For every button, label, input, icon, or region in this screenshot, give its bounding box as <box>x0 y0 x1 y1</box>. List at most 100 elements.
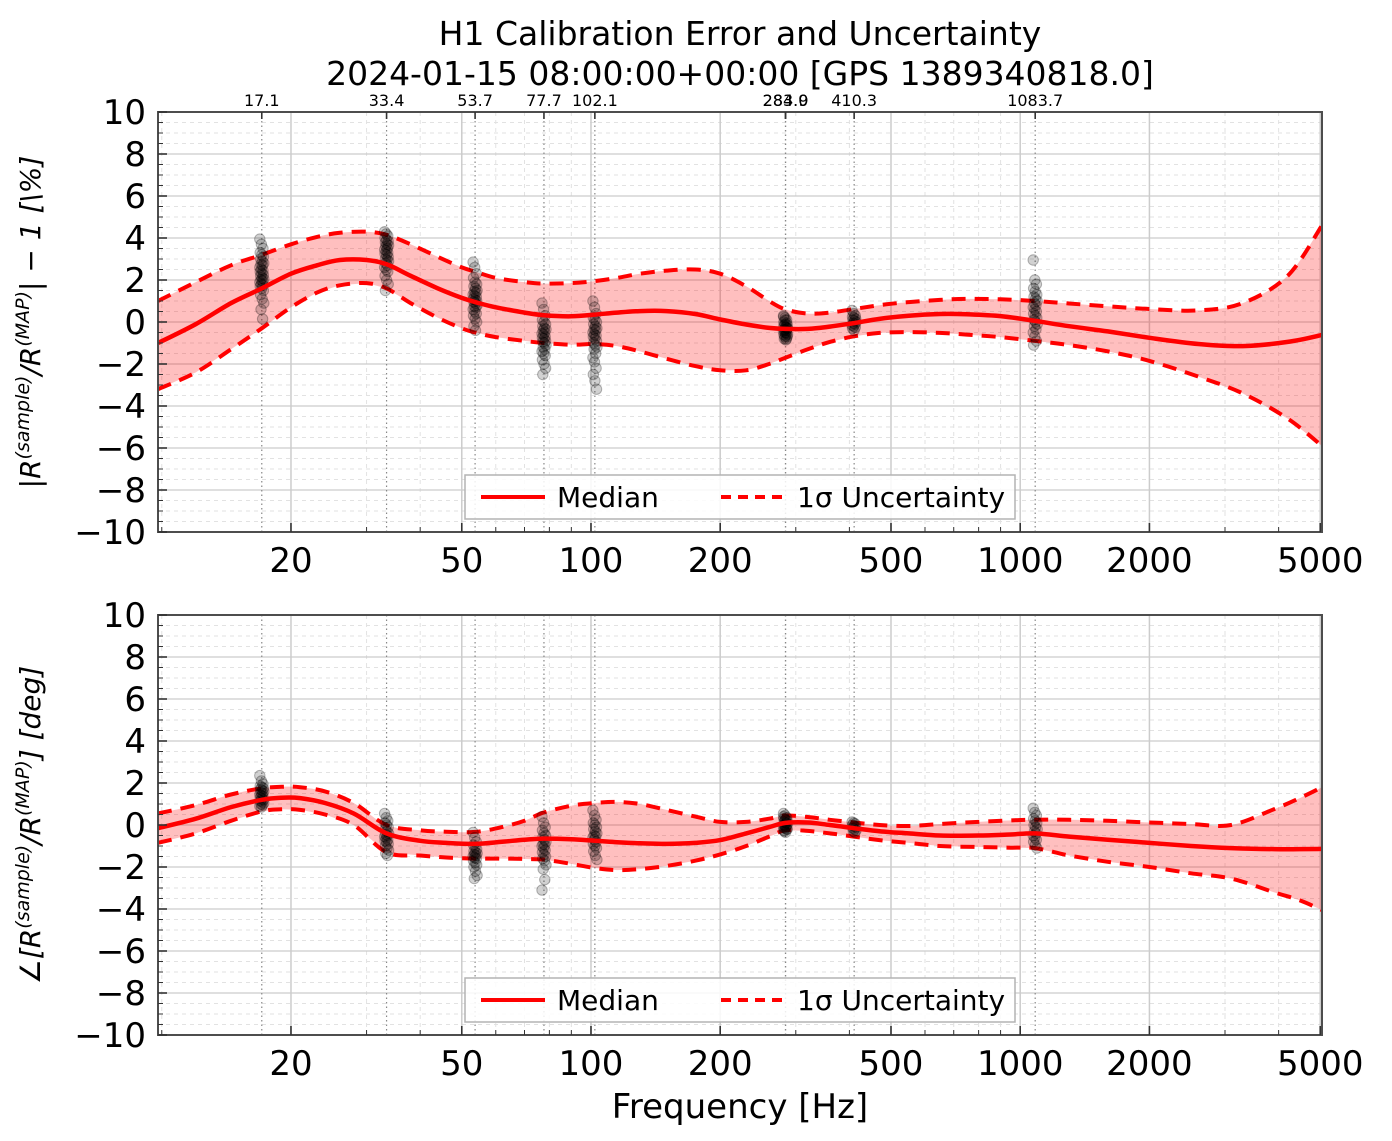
sample-point <box>587 817 599 829</box>
sample-point <box>381 238 393 251</box>
sample-point <box>471 847 483 860</box>
y-tick-label: 6 <box>124 177 146 217</box>
sample-point <box>254 270 267 282</box>
sample-point <box>539 331 551 343</box>
sample-point <box>382 838 394 850</box>
sample-point <box>1029 303 1041 316</box>
sample-point <box>590 335 603 347</box>
sample-point <box>589 333 601 345</box>
sample-point <box>257 242 269 255</box>
sample-point <box>258 273 270 285</box>
sample-point <box>540 859 552 871</box>
sample-point <box>467 855 480 867</box>
sample-point <box>538 358 550 370</box>
sample-point <box>380 234 393 246</box>
y-tick-label: −10 <box>74 513 146 553</box>
y-tick-label: −8 <box>96 974 146 1014</box>
sample-point <box>468 280 480 292</box>
sample-point <box>255 303 267 316</box>
y-tick-label: 6 <box>124 680 146 720</box>
tick-marks <box>158 111 1322 533</box>
sample-point <box>255 801 268 813</box>
sample-point <box>378 807 391 820</box>
sample-point <box>590 329 602 342</box>
sample-point <box>587 804 599 816</box>
sample-point <box>589 320 601 332</box>
sample-point <box>1027 836 1040 848</box>
sample-point <box>539 362 552 374</box>
sample-point <box>254 780 266 792</box>
y-tick-label: −8 <box>96 471 146 511</box>
sample-point <box>539 844 551 856</box>
sample-point <box>1030 323 1042 336</box>
sample-point <box>537 324 549 337</box>
sample-point <box>257 251 270 263</box>
y-tick-label: 2 <box>124 764 146 804</box>
sample-point <box>536 297 548 309</box>
y-tick-label: −4 <box>96 387 146 427</box>
sample-point <box>255 775 268 787</box>
sample-point <box>256 268 268 280</box>
x-tick-label: 20 <box>269 1044 312 1084</box>
x-tick-label: 1000 <box>977 1044 1064 1084</box>
sample-point <box>257 264 269 277</box>
sample-point <box>589 849 601 862</box>
median-line <box>158 257 1322 349</box>
sample-point <box>1029 839 1041 851</box>
x-axis-label: Frequency [Hz] <box>612 1087 868 1127</box>
sample-point <box>539 821 551 833</box>
sample-point <box>589 819 601 831</box>
y-tick-label: 10 <box>103 93 146 133</box>
legend-median-label: Median <box>557 984 659 1017</box>
sample-point <box>587 352 599 364</box>
sample-point <box>468 861 480 873</box>
sample-point <box>779 331 791 343</box>
sample-point <box>468 320 480 332</box>
sample-point <box>591 341 603 353</box>
sample-point <box>379 236 392 248</box>
sample-point <box>469 276 481 288</box>
sample-point <box>378 243 391 256</box>
sample-point <box>380 819 393 831</box>
scatter-points <box>254 226 1043 395</box>
y-axis-label: |R(sample)/R(MAP)| − 1 [\%] <box>12 156 47 489</box>
y-tick-label: 2 <box>124 261 146 301</box>
sample-point <box>590 324 602 337</box>
sample-point <box>256 272 268 284</box>
sample-point <box>467 310 480 322</box>
legend: Median 1σ Uncertainty <box>464 474 1016 520</box>
sample-point <box>539 326 551 339</box>
y-tick-label: −2 <box>96 345 146 385</box>
sample-point <box>381 849 394 862</box>
x-tick-label: 500 <box>859 1044 924 1084</box>
sample-point <box>469 865 482 877</box>
sample-point <box>539 318 552 330</box>
x-tick-label: 100 <box>559 1044 624 1084</box>
sample-point <box>468 848 480 861</box>
sample-point <box>587 326 599 339</box>
x-tick-label: 5000 <box>1277 541 1364 581</box>
sample-point <box>1029 815 1041 827</box>
sample-point <box>587 331 599 343</box>
tick-marks <box>158 614 1322 1036</box>
sample-point <box>469 846 482 858</box>
sample-point <box>255 274 267 286</box>
sample-point <box>588 356 601 368</box>
sample-point <box>467 256 479 268</box>
sample-point <box>538 855 551 867</box>
sample-point <box>537 368 549 381</box>
y-axis-label: ∠[R(sample)/R(MAP)] [deg] <box>12 666 47 984</box>
sample-point <box>781 314 793 326</box>
sample-point <box>380 228 392 240</box>
sample-point <box>256 313 269 325</box>
sample-point <box>536 824 549 836</box>
sample-point <box>588 343 600 355</box>
sample-point <box>382 815 394 827</box>
sample-point <box>382 235 394 247</box>
x-tick-label: 1000 <box>977 541 1064 581</box>
sample-point <box>589 825 601 837</box>
sample-point <box>470 849 482 862</box>
sample-point <box>537 842 550 854</box>
x-tick-label: 50 <box>440 541 483 581</box>
